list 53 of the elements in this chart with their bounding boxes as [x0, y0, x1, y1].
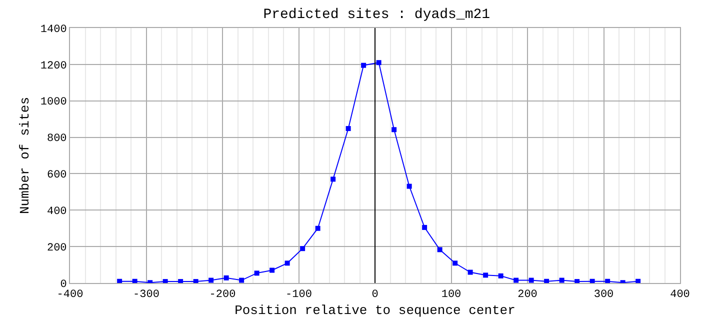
- point: [559, 278, 564, 283]
- x-tick-label: 400: [670, 289, 690, 302]
- point: [254, 270, 260, 276]
- y-tick-label: 1000: [40, 96, 67, 109]
- point: [514, 278, 519, 283]
- point: [422, 224, 428, 230]
- point: [330, 176, 336, 182]
- x-tick-label: -400: [56, 289, 84, 302]
- x-tick-label: 300: [594, 289, 614, 302]
- y-tick-label: 0: [60, 278, 67, 291]
- point: [193, 279, 198, 283]
- x-tick-label: -300: [133, 289, 160, 302]
- point: [208, 278, 214, 283]
- point: [406, 184, 412, 189]
- point: [315, 226, 320, 231]
- point: [270, 268, 275, 273]
- point: [498, 273, 504, 278]
- y-tick-label: 800: [46, 133, 67, 146]
- point: [528, 278, 534, 283]
- x-tick-label: -100: [286, 289, 312, 302]
- y-tick-label: 1200: [40, 60, 67, 72]
- x-tick-label: 100: [441, 289, 462, 302]
- y-tick-label: 400: [46, 206, 67, 218]
- point: [437, 247, 442, 252]
- point: [574, 279, 580, 283]
- point: [376, 60, 382, 66]
- point: [392, 127, 397, 132]
- point: [239, 278, 244, 283]
- y-axis-title: Number of sites: [17, 96, 32, 214]
- point: [178, 279, 184, 283]
- point: [636, 278, 641, 283]
- chart-title: Predicted sites : dyads_m21: [263, 7, 490, 23]
- point: [117, 278, 122, 283]
- point: [300, 246, 306, 252]
- y-tick-label: 1400: [40, 24, 67, 36]
- y-tick-label: 600: [46, 170, 67, 182]
- point: [483, 272, 488, 278]
- point: [346, 126, 351, 132]
- x-tick-label: 0: [372, 289, 378, 302]
- x-tick-label: -200: [209, 289, 236, 302]
- point: [284, 260, 290, 266]
- point: [224, 275, 229, 280]
- point: [452, 260, 458, 266]
- y-tick-label: 200: [46, 242, 67, 254]
- point: [361, 62, 366, 68]
- point: [162, 279, 168, 283]
- point: [544, 278, 550, 283]
- point: [590, 278, 595, 283]
- x-axis-title: Position relative to sequence center: [234, 302, 516, 318]
- point: [605, 278, 610, 283]
- x-tick-label: 200: [518, 289, 538, 302]
- point: [468, 270, 473, 275]
- point: [132, 278, 138, 283]
